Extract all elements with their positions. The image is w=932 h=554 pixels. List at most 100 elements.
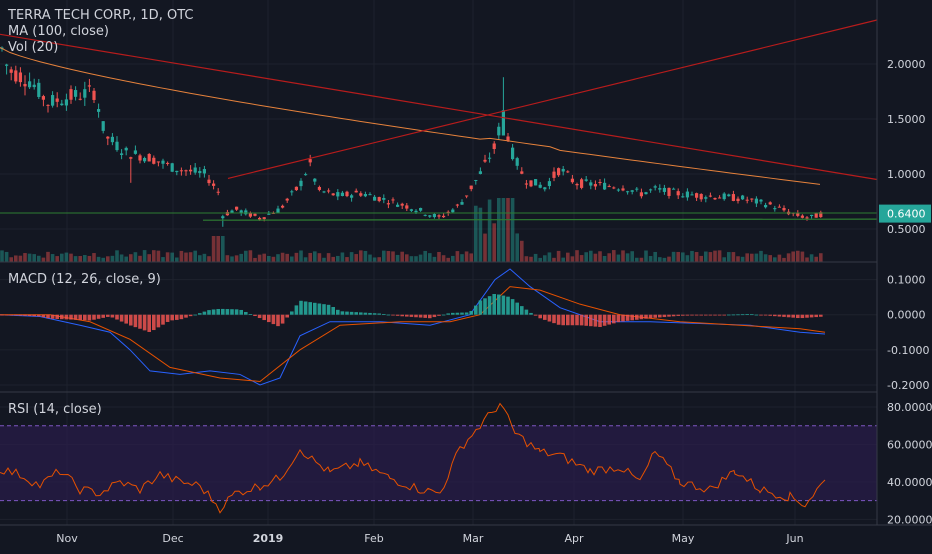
candle[interactable] xyxy=(501,77,505,136)
candle[interactable] xyxy=(138,153,142,164)
candle[interactable] xyxy=(667,187,671,199)
candle[interactable] xyxy=(331,193,335,196)
candle[interactable] xyxy=(529,180,533,188)
candle[interactable] xyxy=(285,197,289,203)
candle[interactable] xyxy=(570,174,574,184)
candle[interactable] xyxy=(124,146,128,156)
candle[interactable] xyxy=(616,188,620,192)
uptrend-line[interactable] xyxy=(227,19,878,179)
candle[interactable] xyxy=(221,214,225,227)
candle[interactable] xyxy=(805,215,809,221)
candles[interactable] xyxy=(0,46,823,227)
candle[interactable] xyxy=(391,197,395,204)
candle[interactable] xyxy=(87,78,91,93)
candle[interactable] xyxy=(810,214,814,219)
candle[interactable] xyxy=(718,195,722,199)
candle[interactable] xyxy=(51,91,55,108)
candle[interactable] xyxy=(166,161,170,166)
candle[interactable] xyxy=(432,212,436,219)
candle[interactable] xyxy=(768,201,772,205)
candle[interactable] xyxy=(451,208,455,213)
candle[interactable] xyxy=(534,179,538,186)
candle[interactable] xyxy=(5,63,9,75)
candle[interactable] xyxy=(593,180,597,190)
candle[interactable] xyxy=(589,179,593,190)
candle[interactable] xyxy=(212,180,216,190)
pane-separators[interactable] xyxy=(0,0,932,526)
candle[interactable] xyxy=(580,177,584,190)
candle[interactable] xyxy=(147,153,151,162)
candle[interactable] xyxy=(382,194,386,204)
candle[interactable] xyxy=(248,211,252,218)
candle[interactable] xyxy=(74,86,78,101)
candle[interactable] xyxy=(299,178,303,191)
candle[interactable] xyxy=(83,81,87,106)
candle[interactable] xyxy=(46,104,50,113)
candle[interactable] xyxy=(575,182,579,190)
candle[interactable] xyxy=(474,179,478,185)
candle[interactable] xyxy=(202,165,206,178)
candle[interactable] xyxy=(313,178,317,185)
candle[interactable] xyxy=(460,199,464,205)
candle[interactable] xyxy=(731,190,735,202)
candle[interactable] xyxy=(649,188,653,193)
symbol-title[interactable]: TERRA TECH CORP., 1D, OTC xyxy=(8,8,194,23)
candle[interactable] xyxy=(626,190,630,195)
candle[interactable] xyxy=(787,209,791,216)
candle[interactable] xyxy=(386,200,390,209)
candle[interactable] xyxy=(736,196,740,204)
candle[interactable] xyxy=(759,199,763,205)
candle[interactable] xyxy=(497,122,501,140)
candle[interactable] xyxy=(143,156,147,164)
candle[interactable] xyxy=(727,193,731,197)
candle[interactable] xyxy=(14,65,18,84)
candle[interactable] xyxy=(290,189,294,196)
candle[interactable] xyxy=(685,188,689,201)
candle[interactable] xyxy=(488,152,492,163)
candle[interactable] xyxy=(396,202,400,208)
candle[interactable] xyxy=(713,197,717,201)
candle[interactable] xyxy=(520,167,524,175)
candle[interactable] xyxy=(621,185,625,192)
candle[interactable] xyxy=(345,190,349,198)
candle[interactable] xyxy=(78,92,82,101)
candle[interactable] xyxy=(175,170,179,176)
rsi-legend[interactable]: RSI (14, close) xyxy=(8,402,102,417)
price-axis[interactable]: 2.0000 1.5000 1.0000 0.5000 0.1000 0.0000 -0.1… xyxy=(879,58,932,526)
candle[interactable] xyxy=(598,178,602,186)
candle[interactable] xyxy=(800,214,804,219)
candle[interactable] xyxy=(115,136,119,152)
candle[interactable] xyxy=(179,167,183,176)
candle[interactable] xyxy=(92,87,96,104)
candle[interactable] xyxy=(741,194,745,201)
candle[interactable] xyxy=(773,205,777,212)
candle[interactable] xyxy=(455,203,459,208)
candle[interactable] xyxy=(543,186,547,192)
candle[interactable] xyxy=(41,94,45,107)
candle[interactable] xyxy=(796,210,800,218)
candle[interactable] xyxy=(764,202,768,209)
candle[interactable] xyxy=(722,192,726,201)
candle[interactable] xyxy=(110,133,114,146)
candle[interactable] xyxy=(363,191,367,198)
macd-legend[interactable]: MACD (12, 26, close, 9) xyxy=(8,272,161,287)
candle[interactable] xyxy=(193,163,197,175)
candle[interactable] xyxy=(281,204,285,209)
candle[interactable] xyxy=(478,167,482,175)
candle[interactable] xyxy=(368,192,372,196)
candle[interactable] xyxy=(129,156,133,183)
candle[interactable] xyxy=(603,178,607,190)
candle[interactable] xyxy=(465,195,469,199)
candle[interactable] xyxy=(695,192,699,202)
downtrend-line[interactable] xyxy=(0,33,878,181)
candle[interactable] xyxy=(658,184,662,193)
candle[interactable] xyxy=(750,198,754,203)
candle[interactable] xyxy=(156,161,160,167)
candle[interactable] xyxy=(782,205,786,212)
candle[interactable] xyxy=(55,92,59,108)
candle[interactable] xyxy=(708,192,712,198)
candle[interactable] xyxy=(644,191,648,195)
candle[interactable] xyxy=(612,186,616,190)
